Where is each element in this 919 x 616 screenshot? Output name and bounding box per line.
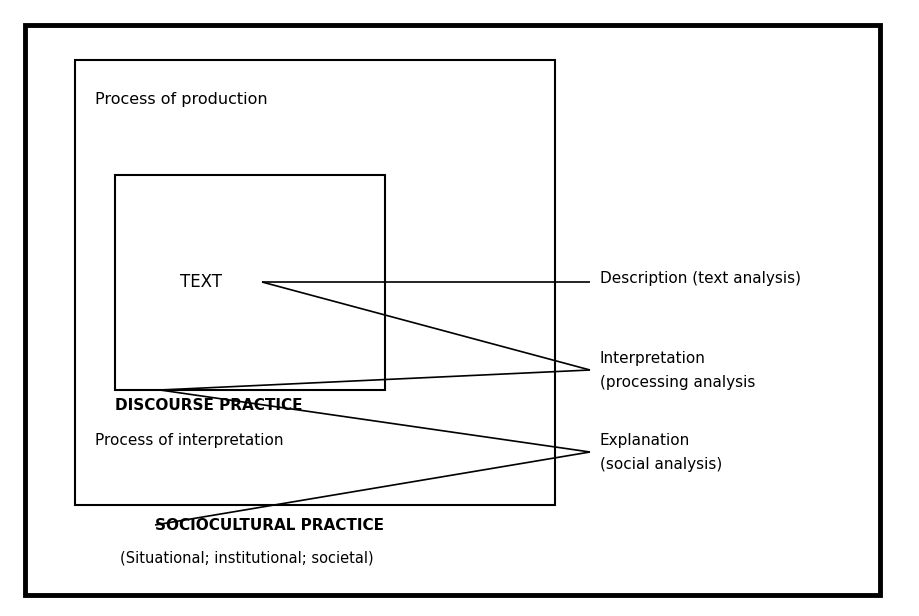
Text: (processing analysis: (processing analysis	[599, 376, 754, 391]
Bar	[115, 175, 384, 390]
Text: Explanation: Explanation	[599, 432, 689, 447]
Text: Process of interpretation: Process of interpretation	[95, 432, 283, 447]
Text: (Situational; institutional; societal): (Situational; institutional; societal)	[119, 551, 373, 565]
Bar	[75, 60, 554, 505]
Text: DISCOURSE PRACTICE: DISCOURSE PRACTICE	[115, 397, 302, 413]
Text: Description (text analysis): Description (text analysis)	[599, 270, 800, 285]
Text: Interpretation: Interpretation	[599, 351, 705, 365]
Text: TEXT: TEXT	[180, 273, 221, 291]
Text: SOCIOCULTURAL PRACTICE: SOCIOCULTURAL PRACTICE	[154, 517, 383, 532]
Text: (social analysis): (social analysis)	[599, 458, 721, 472]
Text: Process of production: Process of production	[95, 92, 267, 107]
